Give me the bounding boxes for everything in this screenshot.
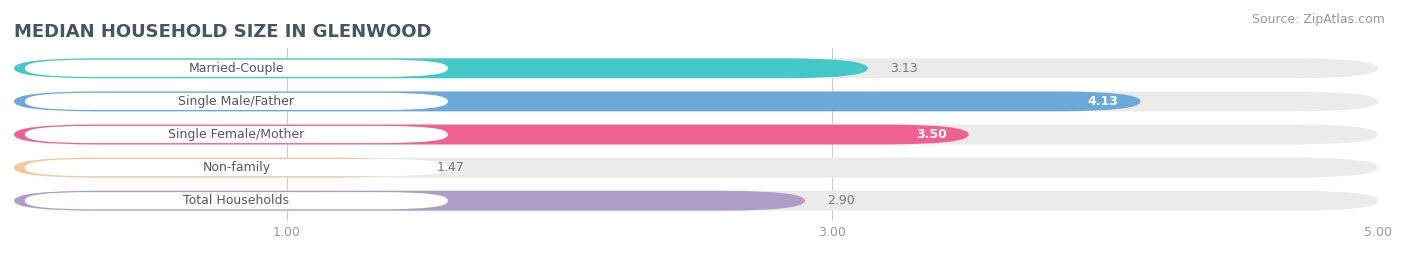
FancyBboxPatch shape — [14, 191, 806, 211]
FancyBboxPatch shape — [14, 91, 1140, 111]
Text: 3.13: 3.13 — [890, 62, 917, 75]
FancyBboxPatch shape — [25, 126, 447, 143]
FancyBboxPatch shape — [14, 191, 1378, 211]
Text: 3.50: 3.50 — [917, 128, 946, 141]
Text: Single Male/Father: Single Male/Father — [179, 95, 294, 108]
FancyBboxPatch shape — [25, 159, 447, 176]
Text: 1.47: 1.47 — [437, 161, 464, 174]
FancyBboxPatch shape — [14, 91, 1378, 111]
FancyBboxPatch shape — [14, 158, 415, 178]
Text: MEDIAN HOUSEHOLD SIZE IN GLENWOOD: MEDIAN HOUSEHOLD SIZE IN GLENWOOD — [14, 23, 432, 41]
FancyBboxPatch shape — [14, 158, 1378, 178]
FancyBboxPatch shape — [25, 60, 447, 77]
FancyBboxPatch shape — [14, 125, 1378, 144]
FancyBboxPatch shape — [14, 58, 868, 78]
Text: 4.13: 4.13 — [1088, 95, 1119, 108]
Text: 2.90: 2.90 — [827, 194, 855, 207]
Text: Married-Couple: Married-Couple — [188, 62, 284, 75]
FancyBboxPatch shape — [25, 192, 447, 209]
Text: Source: ZipAtlas.com: Source: ZipAtlas.com — [1251, 13, 1385, 26]
Text: Total Households: Total Households — [183, 194, 290, 207]
FancyBboxPatch shape — [25, 93, 447, 110]
FancyBboxPatch shape — [14, 125, 969, 144]
Text: Non-family: Non-family — [202, 161, 270, 174]
FancyBboxPatch shape — [14, 58, 1378, 78]
Text: Single Female/Mother: Single Female/Mother — [169, 128, 305, 141]
